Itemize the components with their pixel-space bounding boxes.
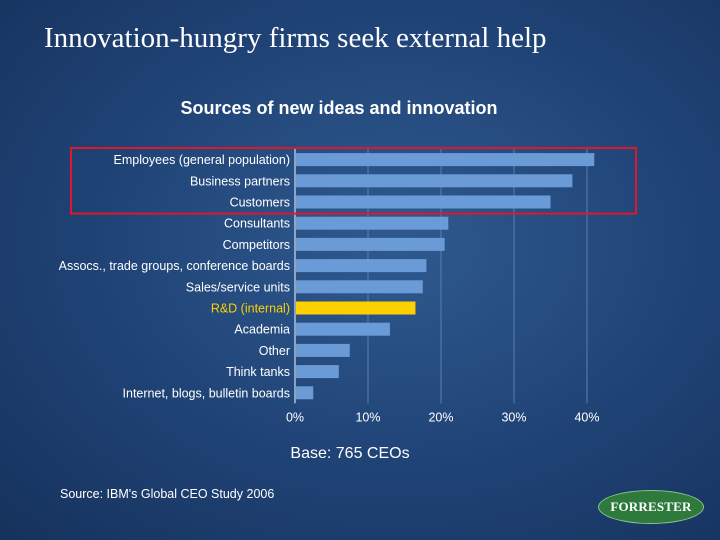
forrester-logo: FORRESTER [598, 490, 704, 524]
bar [296, 365, 339, 379]
bar [296, 343, 350, 357]
chart-title: Sources of new ideas and innovation [180, 98, 497, 118]
x-axis-ticks: 0% 10% 20% 30% 40% [286, 410, 600, 424]
category-label: Assocs., trade groups, conference boards [59, 259, 290, 273]
source-note: Source: IBM's Global CEO Study 2006 [60, 487, 275, 501]
logo-text: FORRESTER [610, 499, 692, 514]
category-label: Business partners [190, 174, 290, 188]
category-labels: Employees (general population) Business p… [59, 153, 290, 400]
gridlines [294, 149, 588, 404]
category-label: Other [259, 344, 290, 358]
bars [296, 153, 595, 400]
category-label: R&D (internal) [211, 302, 290, 316]
bar [296, 174, 573, 188]
category-label: Competitors [223, 238, 290, 252]
slide-title: Innovation-hungry firms seek external he… [44, 22, 547, 54]
category-label: Employees (general population) [114, 153, 291, 167]
bar [296, 301, 416, 315]
callout-box [70, 147, 637, 215]
bar [296, 195, 551, 209]
category-label: Customers [230, 196, 290, 210]
x-tick-label: 20% [428, 410, 453, 424]
bar [296, 259, 427, 273]
category-label: Sales/service units [186, 280, 290, 294]
x-tick-label: 10% [355, 410, 380, 424]
category-label: Consultants [224, 217, 290, 231]
bar [296, 237, 445, 251]
category-label: Academia [234, 323, 290, 337]
bar [296, 280, 423, 294]
x-tick-label: 30% [501, 410, 526, 424]
x-tick-label: 40% [574, 410, 599, 424]
category-label: Internet, blogs, bulletin boards [123, 386, 290, 400]
bar [296, 322, 390, 336]
bar [296, 216, 449, 230]
x-tick-label: 0% [286, 410, 304, 424]
category-label: Think tanks [226, 365, 290, 379]
bar [296, 386, 314, 400]
bar [296, 153, 595, 167]
base-note: Base: 765 CEOs [290, 445, 409, 462]
